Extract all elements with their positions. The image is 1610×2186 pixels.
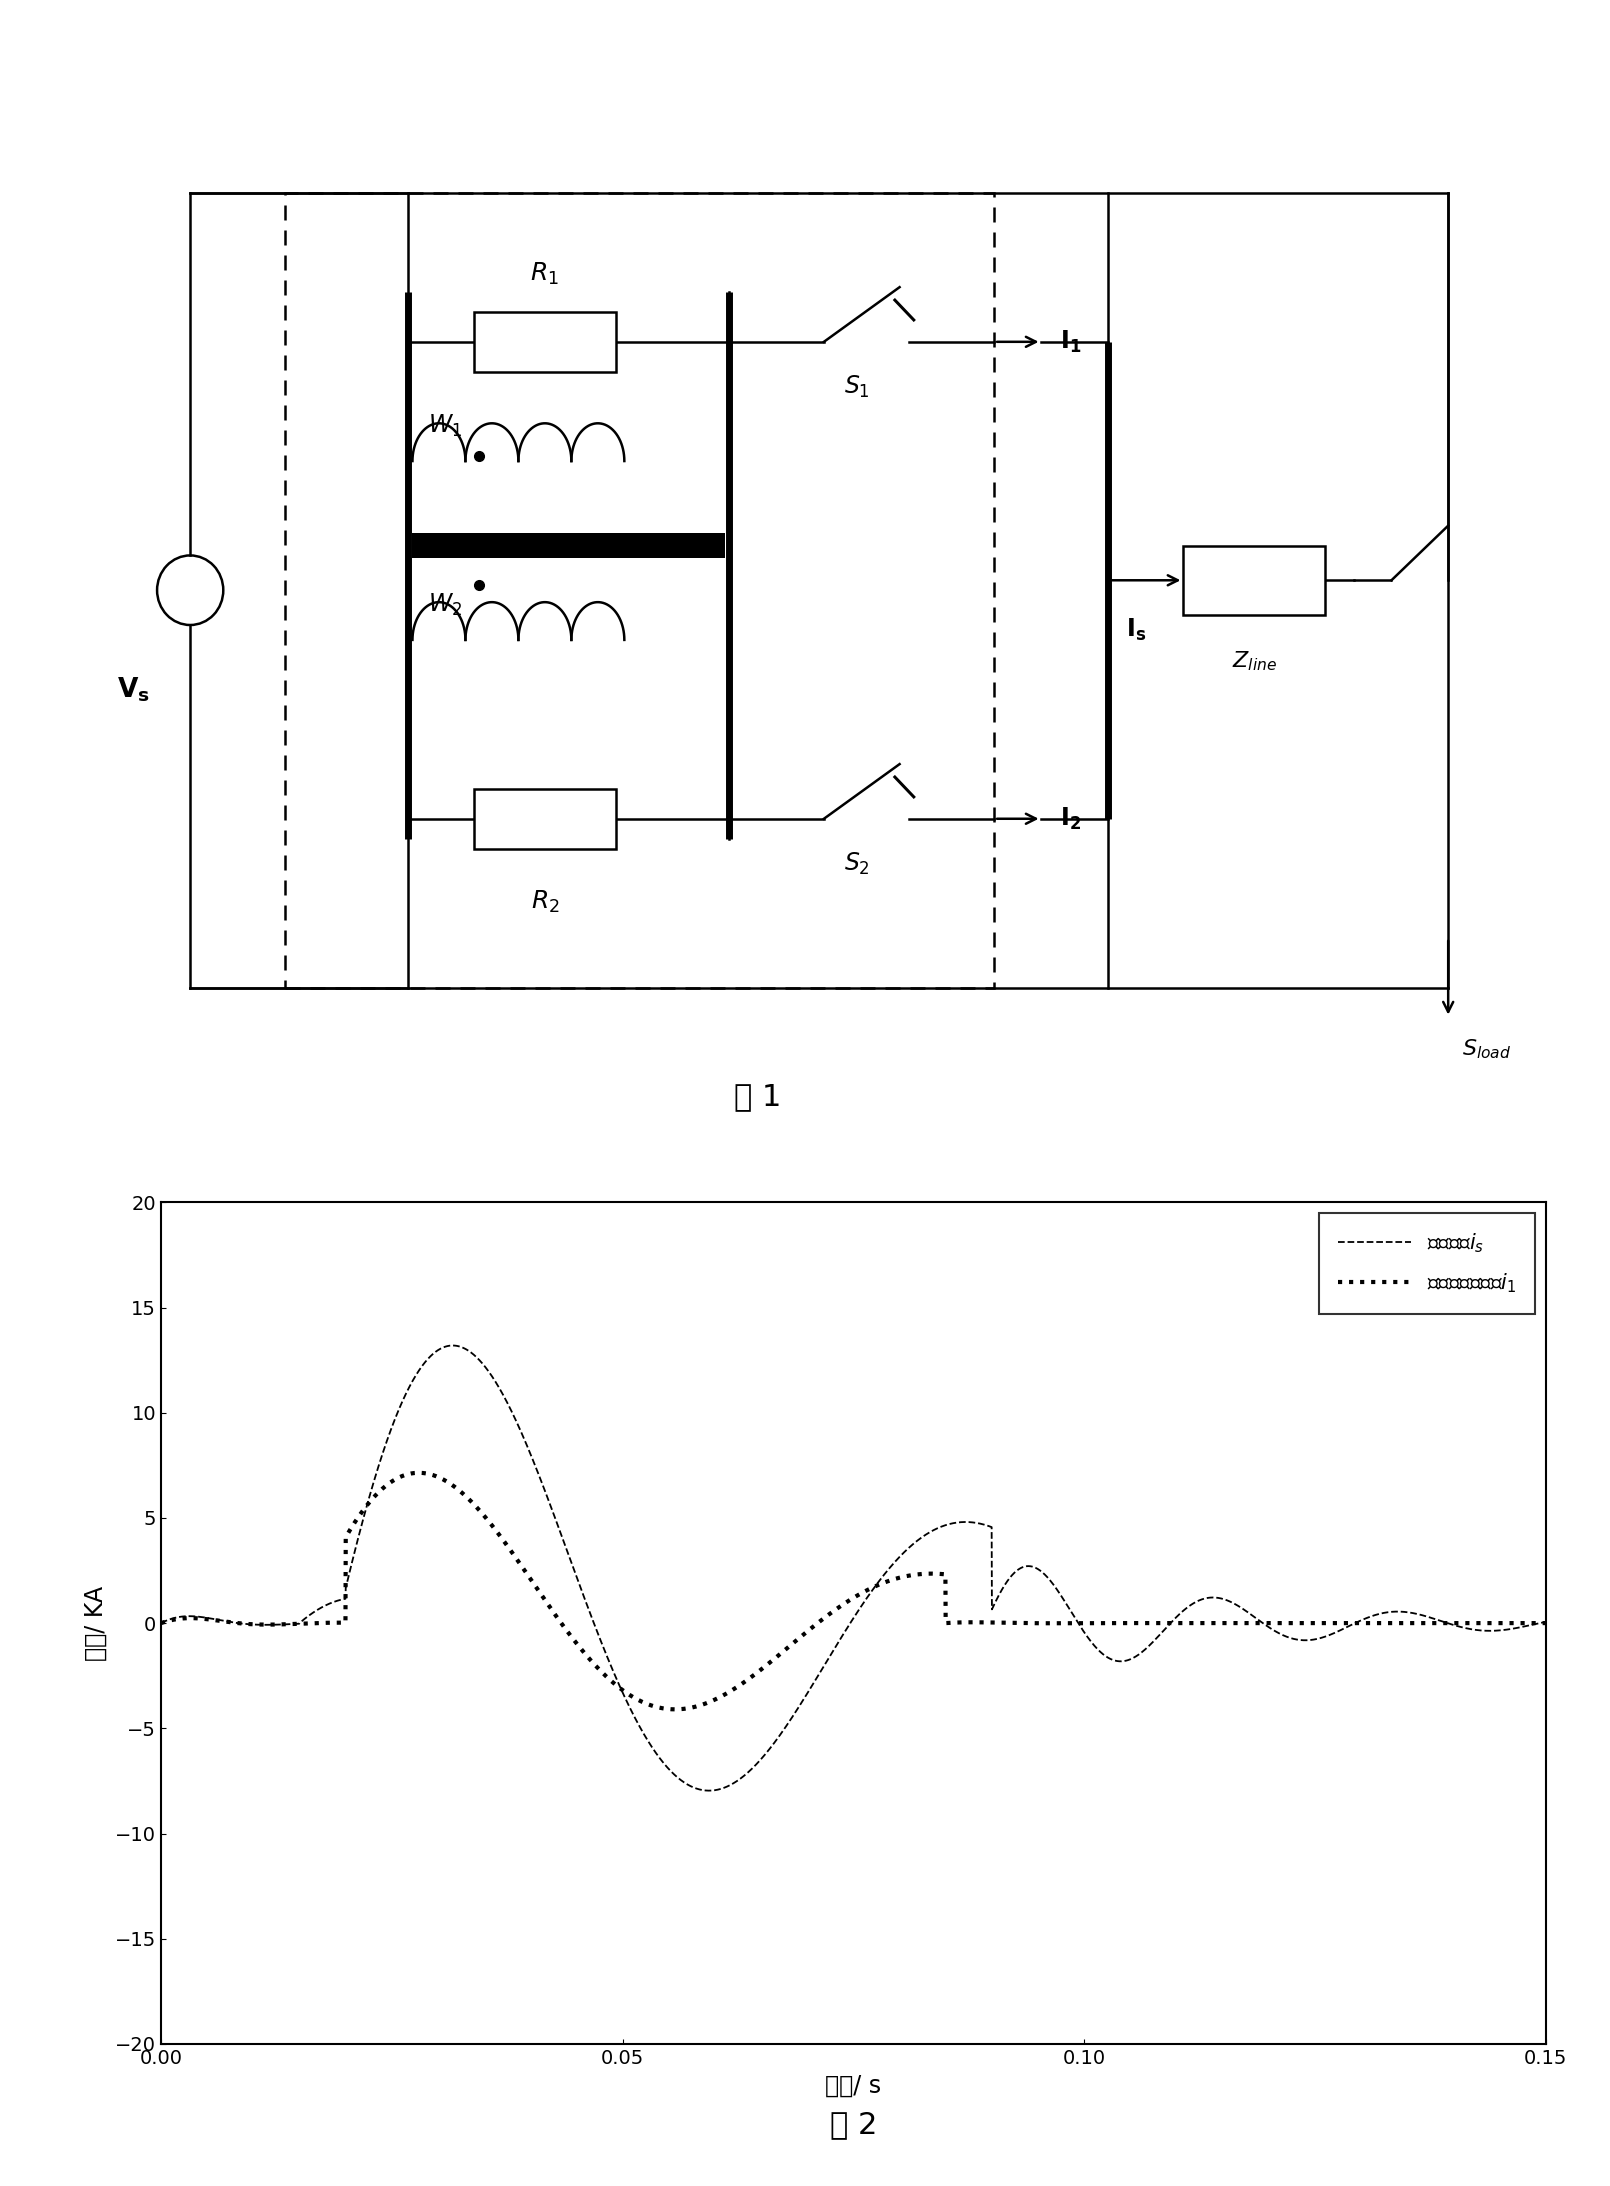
Text: $W_1$: $W_1$: [428, 413, 462, 439]
Text: $R_2$: $R_2$: [531, 888, 559, 914]
Text: $\mathbf{V_s}$: $\mathbf{V_s}$: [118, 675, 150, 704]
辅助断路器电流$i_1$: [1053, 1611, 1072, 1637]
辅助断路器电流$i_1$: [1185, 1611, 1204, 1637]
Text: $S_2$: $S_2$: [844, 850, 869, 877]
系统电流$i_s$: [151, 1609, 171, 1635]
Bar: [473, 313, 615, 372]
系统电流$i_s$: [1053, 1585, 1072, 1611]
系统电流$i_s$: [402, 1368, 422, 1395]
Text: $\mathbf{I_2}$: $\mathbf{I_2}$: [1061, 807, 1082, 833]
Text: $S_1$: $S_1$: [844, 374, 869, 400]
Bar: [1183, 546, 1325, 614]
Text: 图 1: 图 1: [734, 1082, 781, 1110]
辅助断路器电流$i_1$: [665, 1696, 684, 1723]
系统电流$i_s$: [681, 1773, 700, 1799]
辅助断路器电流$i_1$: [402, 1460, 422, 1486]
Y-axis label: 电流/ KA: 电流/ KA: [84, 1585, 108, 1661]
辅助断路器电流$i_1$: [681, 1694, 700, 1720]
系统电流$i_s$: [443, 1333, 462, 1360]
辅助断路器电流$i_1$: [1536, 1611, 1555, 1637]
X-axis label: 时间/ s: 时间/ s: [826, 2072, 881, 2096]
Text: 图 2: 图 2: [829, 2109, 877, 2140]
Bar: [412, 533, 724, 557]
系统电流$i_s$: [1290, 1626, 1309, 1653]
系统电流$i_s$: [1536, 1609, 1555, 1635]
Text: $R_1$: $R_1$: [530, 260, 559, 286]
Text: $W_2$: $W_2$: [428, 592, 462, 619]
Text: $Z_{line}$: $Z_{line}$: [1232, 649, 1277, 673]
Text: $\mathbf{I_1}$: $\mathbf{I_1}$: [1061, 328, 1082, 354]
系统电流$i_s$: [699, 1777, 718, 1803]
Text: $\mathbf{I_s}$: $\mathbf{I_s}$: [1125, 616, 1146, 643]
Bar: [473, 789, 615, 848]
Line: 系统电流$i_s$: 系统电流$i_s$: [161, 1347, 1546, 1790]
辅助断路器电流$i_1$: [151, 1609, 171, 1635]
Bar: [285, 192, 995, 988]
Line: 辅助断路器电流$i_1$: 辅助断路器电流$i_1$: [161, 1473, 1546, 1709]
Text: $S_{load}$: $S_{load}$: [1462, 1038, 1512, 1060]
辅助断路器电流$i_1$: [982, 1609, 1001, 1635]
系统电流$i_s$: [982, 1596, 1001, 1622]
系统电流$i_s$: [1185, 1589, 1204, 1615]
辅助断路器电流$i_1$: [1290, 1609, 1309, 1635]
辅助断路器电流$i_1$: [409, 1460, 428, 1486]
Legend: 系统电流$i_s$, 辅助断路器电流$i_1$: 系统电流$i_s$, 辅助断路器电流$i_1$: [1319, 1213, 1536, 1314]
